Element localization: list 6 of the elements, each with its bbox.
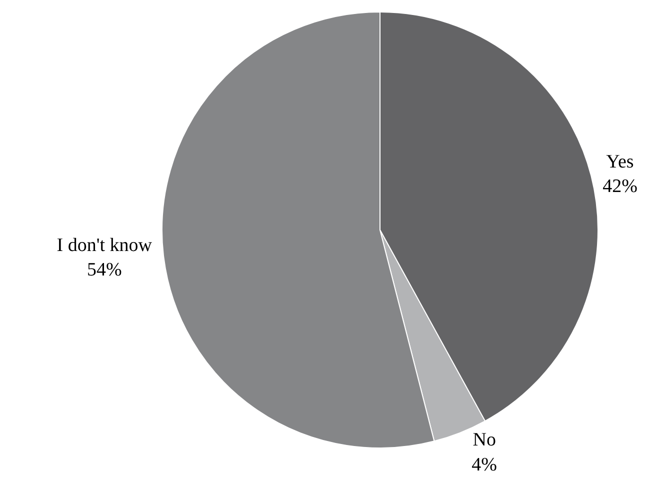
slice-label: No [472, 430, 496, 451]
slice-label: Yes [606, 152, 634, 173]
slice-label: I don't know [56, 234, 152, 256]
data-label: 42% [602, 176, 638, 198]
data-label: 4% [472, 454, 498, 476]
data-label: 54% [86, 260, 122, 281]
